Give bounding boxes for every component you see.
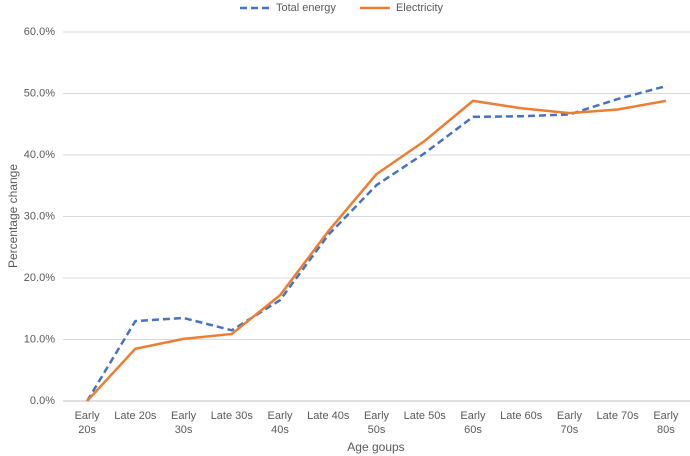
x-tick-label: Early 60s [460, 410, 486, 436]
x-tick-label: Early 70s [556, 410, 582, 436]
y-tick-label: 40.0% [24, 149, 55, 161]
legend-label: Total energy [276, 2, 336, 14]
y-tick-label: 30.0% [24, 210, 55, 222]
x-tick-label: Early 80s [653, 410, 679, 436]
y-tick-label: 0.0% [30, 395, 55, 407]
series-line [86, 84, 667, 402]
legend-label: Electricity [396, 2, 444, 14]
x-tick-label: Early 20s [74, 410, 100, 436]
y-tick-label: 60.0% [24, 26, 55, 38]
y-tick-label: 10.0% [24, 333, 55, 345]
x-tick-label: Late 30s [210, 410, 253, 422]
x-tick-label: Late 70s [596, 410, 639, 422]
x-tick-label: Late 60s [500, 410, 543, 422]
y-tick-label: 50.0% [24, 87, 55, 99]
x-tick-label: Early 30s [171, 410, 197, 436]
series-line [86, 99, 667, 402]
y-tick-label: 20.0% [24, 272, 55, 284]
x-tick-label: Early 50s [363, 410, 390, 436]
x-tick-label: Late 50s [403, 410, 446, 422]
x-axis-title: Age goups [347, 440, 404, 454]
x-tick-label: Early 40s [267, 410, 293, 436]
x-tick-label: Late 20s [114, 410, 157, 422]
x-tick-label: Late 40s [307, 410, 350, 422]
y-axis-title: Percentage change [6, 164, 20, 268]
